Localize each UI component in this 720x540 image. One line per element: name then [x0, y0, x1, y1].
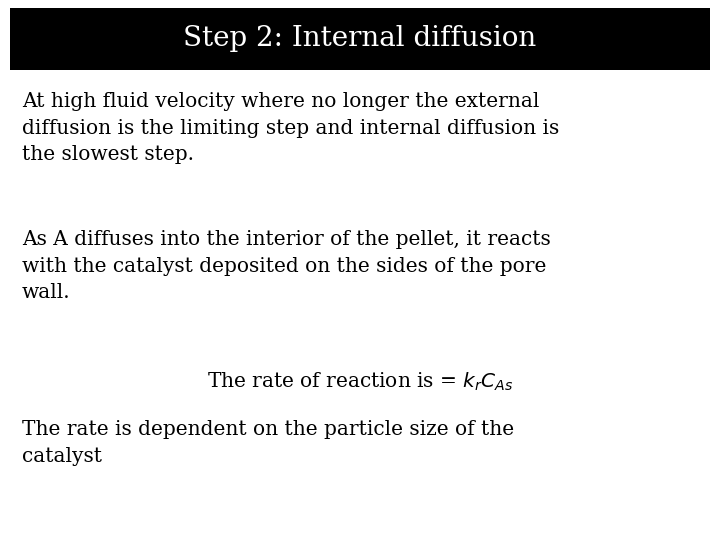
Text: The rate of reaction is = $k_r C_{As}$: The rate of reaction is = $k_r C_{As}$ — [207, 371, 513, 393]
Bar — [10, 8, 710, 70]
Text: At high fluid velocity where no longer the external
diffusion is the limiting st: At high fluid velocity where no longer t… — [22, 92, 559, 164]
Text: The rate is dependent on the particle size of the
catalyst: The rate is dependent on the particle si… — [22, 420, 514, 465]
Text: As A diffuses into the interior of the pellet, it reacts
with the catalyst depos: As A diffuses into the interior of the p… — [22, 230, 551, 302]
Text: Step 2: Internal diffusion: Step 2: Internal diffusion — [184, 25, 536, 52]
